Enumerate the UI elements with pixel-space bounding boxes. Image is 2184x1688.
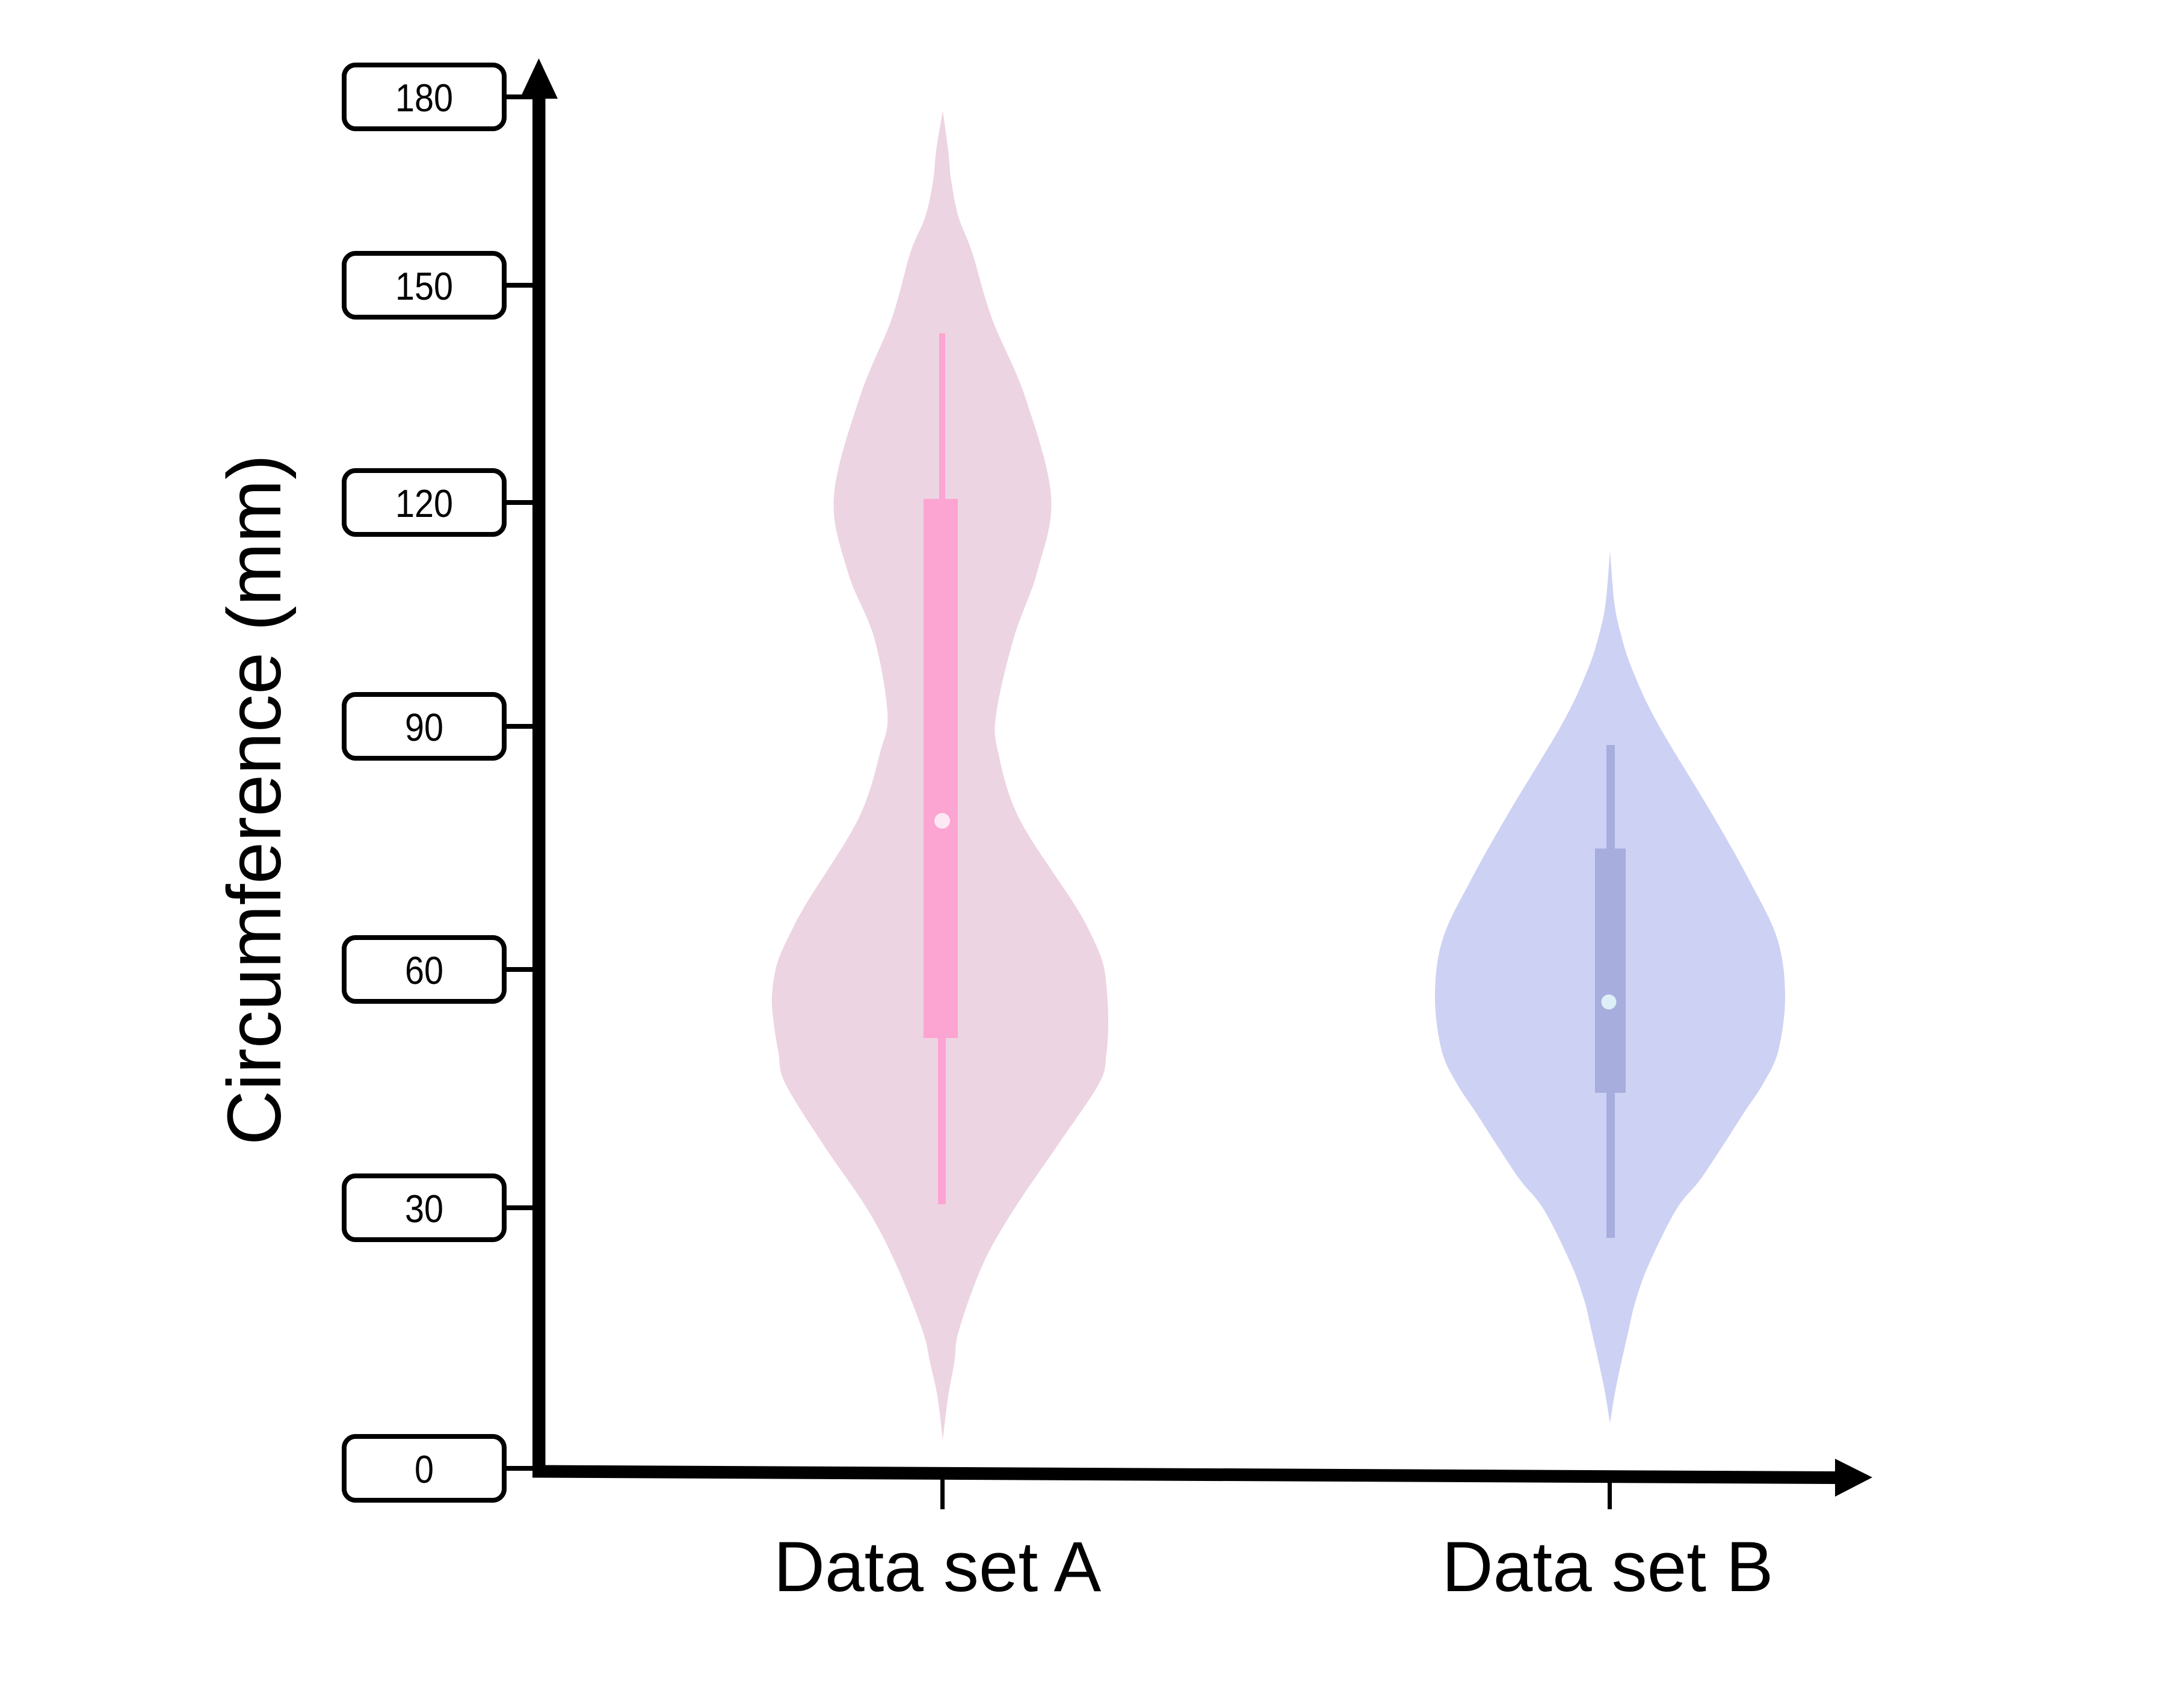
svg-text:0: 0 — [415, 1447, 434, 1491]
svg-text:120: 120 — [395, 481, 453, 525]
svg-text:Circumference (mm): Circumference (mm) — [212, 454, 297, 1145]
svg-text:90: 90 — [405, 705, 443, 749]
svg-text:Data set A: Data set A — [774, 1527, 1102, 1607]
svg-text:30: 30 — [405, 1187, 443, 1231]
svg-text:Data set B: Data set B — [1442, 1527, 1774, 1607]
svg-text:150: 150 — [395, 264, 453, 308]
svg-text:180: 180 — [395, 76, 453, 120]
svg-text:60: 60 — [405, 948, 443, 992]
